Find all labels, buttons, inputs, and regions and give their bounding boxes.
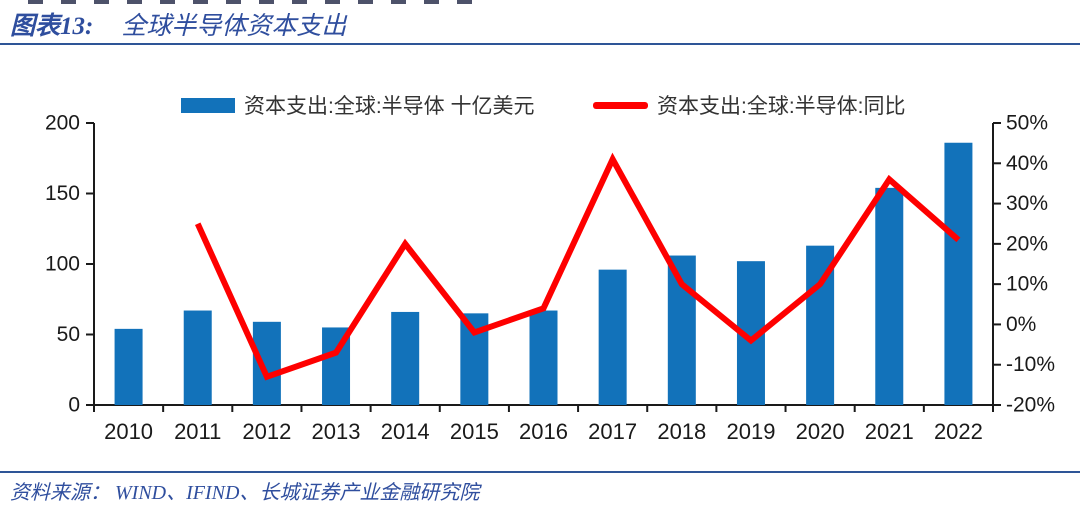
bar-2012 <box>252 321 281 405</box>
y-left-tick-label: 100 <box>45 253 80 276</box>
y-right-tick-label: -10% <box>1006 353 1055 376</box>
bar-2016 <box>529 310 558 405</box>
y-left-tick-label: 50 <box>57 323 80 346</box>
figure-number: 图表13: <box>10 13 94 40</box>
legend-label-yoy: 资本支出:全球:半导体:同比 <box>657 95 906 118</box>
y-left-tick-label: 150 <box>45 182 80 205</box>
yoy-line <box>194 152 961 381</box>
x-tick-label: 2012 <box>242 419 291 444</box>
x-tick-label: 2011 <box>174 419 221 444</box>
cropped-text-remnant <box>28 0 490 4</box>
y-right-tick-label: 40% <box>1006 152 1048 175</box>
source-note: 资料来源： WIND、IFIND、长城证券产业金融研究院 <box>10 482 480 504</box>
line-series-swatch <box>593 101 648 109</box>
x-tick-label: 2017 <box>588 419 637 444</box>
x-tick-label: 2020 <box>796 419 845 444</box>
source-divider <box>0 471 1080 473</box>
bar-2014 <box>391 311 420 405</box>
bar-2021 <box>875 187 904 405</box>
y-right-tick-label: 10% <box>1006 273 1048 296</box>
x-tick-label: 2019 <box>726 419 775 444</box>
x-tick-label: 2013 <box>312 419 361 444</box>
figure-title: 图表13: 全球半导体资本支出 <box>10 6 346 42</box>
bar-series-swatch <box>181 97 235 113</box>
x-tick-label: 2015 <box>450 419 499 444</box>
y-right-tick-label: -20% <box>1006 394 1055 417</box>
y-right-tick-label: 20% <box>1006 232 1048 255</box>
figure-title-text: 全球半导体资本支出 <box>121 13 347 40</box>
x-tick-label: 2021 <box>865 419 914 444</box>
bar-2017 <box>598 269 627 405</box>
legend-label-capex: 资本支出:全球:半导体 十亿美元 <box>244 95 535 118</box>
y-right-tick-label: 30% <box>1006 192 1048 215</box>
y-left-tick-label: 0 <box>68 394 80 417</box>
bar-2011 <box>183 310 212 405</box>
bar-2010 <box>114 328 143 405</box>
x-tick-label: 2010 <box>104 419 153 444</box>
legend-item-capex: 资本支出:全球:半导体 十亿美元 <box>181 92 535 118</box>
x-tick-label: 2022 <box>934 419 983 444</box>
x-tick-label: 2016 <box>519 419 568 444</box>
bar-2022 <box>944 142 973 406</box>
legend-item-yoy: 资本支出:全球:半导体:同比 <box>593 92 906 118</box>
x-tick-label: 2018 <box>657 419 706 444</box>
y-right-tick-label: 0% <box>1006 313 1036 336</box>
x-tick-label: 2014 <box>381 419 430 444</box>
y-right-tick-label: 50% <box>1006 112 1048 135</box>
title-divider <box>0 43 1080 45</box>
y-left-tick-label: 200 <box>45 112 80 135</box>
